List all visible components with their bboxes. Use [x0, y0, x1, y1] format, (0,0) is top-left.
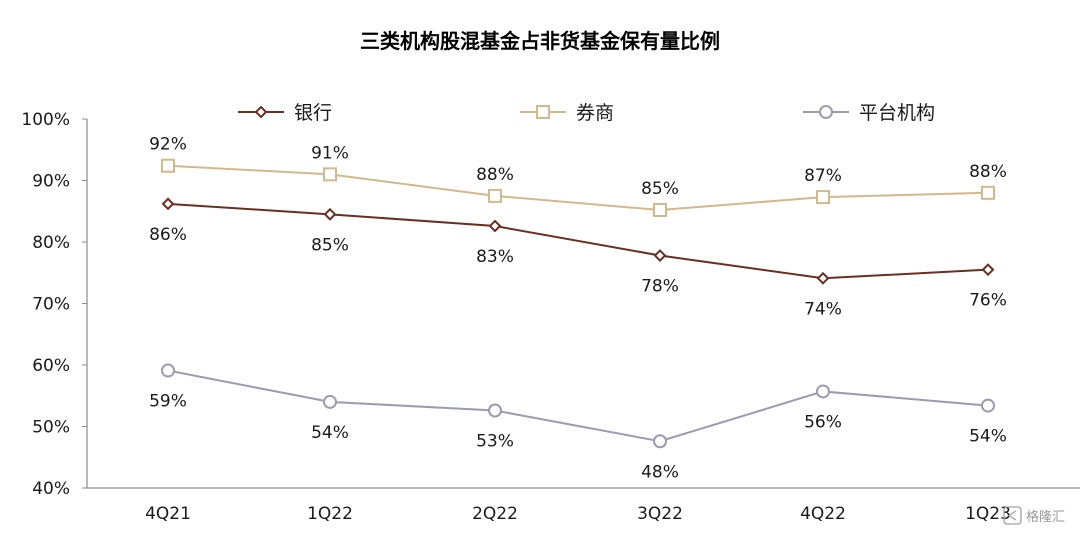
data-label: 54%: [969, 427, 1007, 447]
series-line: [167, 369, 989, 443]
chart-title: 三类机构股混基金占非货基金保有量比例: [360, 29, 720, 53]
data-point-diamond: [488, 219, 502, 233]
y-tick-label: 40%: [32, 479, 70, 499]
data-point-circle: [981, 398, 995, 413]
data-point-square: [653, 203, 667, 218]
series-2: 59% 54% 53% 48% 56% 54%: [149, 363, 1007, 482]
series-line: [167, 202, 989, 280]
data-label: 92%: [149, 135, 187, 155]
data-label: 88%: [969, 162, 1007, 182]
y-tick-label: 50%: [32, 418, 70, 438]
data-label: 76%: [969, 291, 1007, 311]
data-point-circle: [653, 434, 667, 449]
data-label: 56%: [804, 412, 842, 432]
data-label: 54%: [311, 423, 349, 443]
data-point-diamond: [816, 271, 830, 285]
data-label: 88%: [476, 165, 514, 185]
data-point-square: [981, 185, 995, 200]
data-label: 48%: [641, 462, 679, 482]
data-label: 86%: [149, 225, 187, 245]
data-label: 74%: [804, 299, 842, 319]
data-label: 83%: [476, 247, 514, 267]
data-label: 87%: [804, 166, 842, 186]
data-point-diamond: [254, 105, 268, 119]
data-point-square: [488, 188, 502, 203]
data-label: 59%: [149, 392, 187, 412]
legend-item: 券商: [520, 102, 614, 124]
legend-label: 平台机构: [859, 102, 935, 124]
data-point-square: [816, 190, 830, 205]
x-tick-label: 4Q21: [145, 504, 191, 524]
series-line: [167, 164, 989, 212]
data-label: 91%: [311, 143, 349, 163]
y-tick-label: 70%: [32, 295, 70, 315]
y-tick-label: 90%: [32, 172, 70, 192]
x-tick-label: 1Q23: [965, 504, 1011, 524]
data-point-square: [536, 105, 550, 119]
series-1: 92% 91% 88% 85% 87% 88%: [149, 135, 1007, 218]
data-point-circle: [323, 394, 337, 409]
series-0: 86% 85% 83% 78% 74% 76%: [149, 197, 1007, 319]
data-point-diamond: [981, 263, 995, 277]
legend-label: 银行: [294, 102, 332, 124]
data-label: 53%: [476, 432, 514, 452]
data-point-circle: [816, 384, 830, 399]
data-label: 78%: [641, 277, 679, 297]
data-point-circle: [488, 403, 502, 418]
legend-item: 平台机构: [803, 102, 935, 124]
x-tick-label: 1Q22: [307, 504, 353, 524]
data-label: 85%: [311, 235, 349, 255]
data-point-square: [161, 158, 175, 173]
legend: 银行 券商 平台机构: [238, 102, 935, 124]
watermark-text: 格隆汇: [1026, 509, 1065, 525]
data-point-circle: [161, 363, 175, 378]
legend-item: 银行: [238, 102, 332, 124]
data-point-circle: [819, 105, 833, 119]
data-point-diamond: [653, 249, 667, 262]
y-tick-label: 100%: [21, 110, 70, 130]
series-group: 86%85%83%78%74% 76%92% 91%88%85%87% 88%59%5…: [149, 135, 1007, 483]
data-point-diamond: [161, 197, 175, 211]
x-tick-label: 3Q22: [637, 504, 683, 524]
y-tick-label: 60%: [32, 356, 70, 376]
data-point-diamond: [323, 207, 337, 221]
x-tick-label: 4Q22: [800, 504, 846, 524]
x-tick-label: 2Q22: [472, 504, 518, 524]
axes-group: 40% 50% 60% 70% 80% 90% 100% 4Q21 1Q22 2Q22 3Q22 4Q…: [21, 110, 1080, 524]
watermark: 格隆汇: [1003, 506, 1065, 525]
y-tick-label: 80%: [32, 233, 70, 253]
watermark-logo-icon: [1003, 506, 1022, 525]
legend-label: 券商: [576, 102, 614, 124]
data-point-square: [323, 167, 337, 182]
data-label: 85%: [641, 179, 679, 199]
